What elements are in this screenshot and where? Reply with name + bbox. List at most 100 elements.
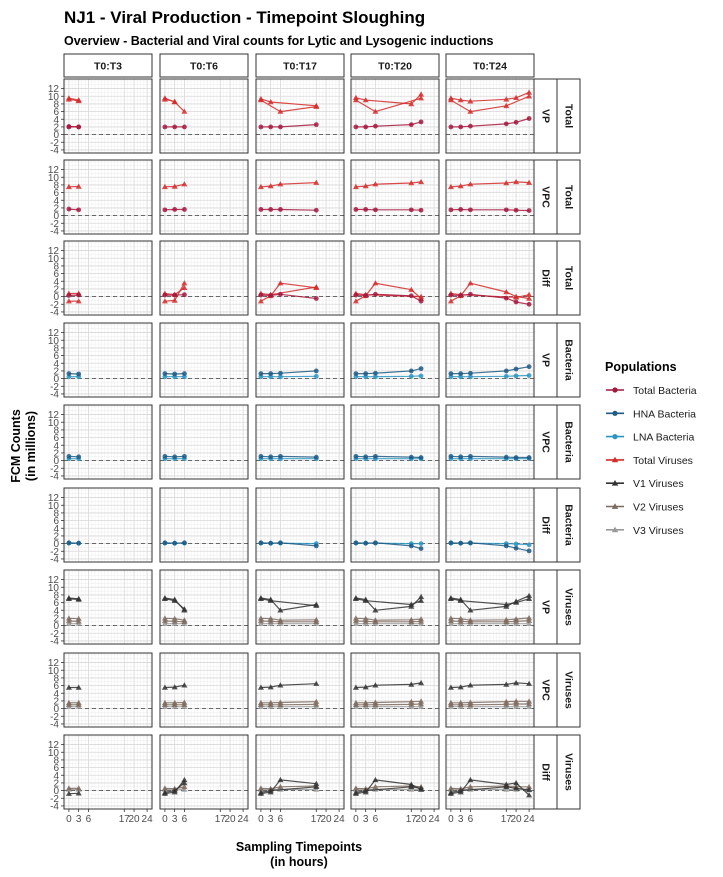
legend-key-triangle <box>611 503 619 509</box>
y-tick-label: 12 <box>48 575 60 586</box>
data-point-total-bacteria <box>373 207 378 213</box>
column-strip: T0:T3 <box>63 53 153 78</box>
data-point-v2-viruses <box>267 618 274 624</box>
data-point-hna-bacteria <box>313 454 319 460</box>
facet-panel <box>159 322 249 398</box>
data-point-v2-viruses <box>161 785 168 791</box>
data-point-hna-bacteria <box>76 540 82 546</box>
data-point-total-bacteria <box>278 124 283 130</box>
data-point-total-bacteria <box>458 124 464 130</box>
data-point-v3-viruses <box>352 620 359 626</box>
data-point-total-viruses <box>362 97 369 103</box>
y-tick-label: 0 <box>53 130 59 141</box>
row-strip-group-label: Total <box>563 185 575 209</box>
data-point-total-viruses <box>267 99 274 105</box>
data-point-v2-viruses <box>526 783 533 789</box>
row-strip-label: VP <box>540 353 552 367</box>
data-point-total-bacteria <box>468 123 473 129</box>
panel-border <box>63 240 153 316</box>
y-tick-label: 0 <box>53 292 59 303</box>
data-point-lna-bacteria <box>408 373 414 379</box>
data-point-v2-viruses <box>257 785 264 791</box>
data-point-total-bacteria <box>268 293 274 298</box>
data-point-hna-bacteria <box>172 371 178 377</box>
data-point-lna-bacteria <box>526 542 532 548</box>
column-strip: T0:T6 <box>159 53 249 78</box>
data-point-hna-bacteria <box>363 371 369 377</box>
legend-key-circle <box>612 410 618 416</box>
data-point-total-bacteria <box>182 207 187 212</box>
data-point-hna-bacteria <box>363 454 369 460</box>
y-tick-label: 12 <box>48 84 60 95</box>
data-point-v2-viruses <box>161 699 168 706</box>
data-point-v3-viruses <box>513 703 520 709</box>
data-point-v2-viruses <box>513 698 520 704</box>
row-strip-group-label: Total <box>563 266 575 290</box>
data-point-v1-viruses <box>526 786 533 793</box>
y-tick-label: -2 <box>50 464 59 475</box>
row-strip: VPC Bacteria <box>533 404 581 480</box>
y-tick-label: 10 <box>48 336 60 347</box>
data-point-total-viruses <box>408 180 415 186</box>
data-point-lna-bacteria <box>513 373 519 379</box>
y-tick-label: -4 <box>50 145 59 156</box>
data-point-v1-viruses <box>352 684 359 690</box>
data-point-v2-viruses <box>503 616 510 623</box>
y-tick-label: -2 <box>50 794 59 805</box>
data-point-v2-viruses <box>181 617 188 623</box>
y-tick-label: 6 <box>53 188 59 199</box>
data-point-total-bacteria <box>182 124 187 130</box>
data-point-v1-viruses <box>65 684 72 690</box>
data-point-total-viruses <box>447 97 454 103</box>
data-point-v2-viruses <box>171 615 178 621</box>
legend-key-circle <box>612 434 618 440</box>
data-point-lna-bacteria <box>513 541 519 547</box>
data-point-lna-bacteria <box>313 373 319 379</box>
panel-border <box>350 159 440 235</box>
panel-border <box>445 734 535 810</box>
row-strip-box-outer <box>556 569 581 645</box>
facet-panel <box>350 487 440 563</box>
facet-panel <box>255 487 345 563</box>
data-point-total-viruses <box>513 294 520 300</box>
data-point-v2-viruses <box>352 615 359 621</box>
data-point-v2-viruses <box>362 615 369 621</box>
data-point-hna-bacteria <box>468 540 473 546</box>
data-point-v1-viruses <box>171 684 178 690</box>
data-point-total-bacteria <box>172 124 178 130</box>
series-line-total-viruses <box>450 95 530 113</box>
data-point-total-bacteria <box>162 292 168 298</box>
data-point-lna-bacteria <box>418 373 424 379</box>
data-point-v2-viruses <box>513 616 520 622</box>
data-point-total-viruses <box>513 178 520 185</box>
y-tick-label: 4 <box>53 359 59 370</box>
data-point-v1-viruses <box>457 787 464 793</box>
x-tick-label: 24 <box>429 814 441 825</box>
x-tick-label: 24 <box>334 814 346 825</box>
y-tick-label: 10 <box>48 173 60 184</box>
data-point-v1-viruses <box>457 597 464 603</box>
data-point-v2-viruses <box>75 618 82 624</box>
panel-border <box>350 78 440 154</box>
data-point-v1-viruses <box>408 601 415 607</box>
y-tick-label: 2 <box>53 531 59 542</box>
data-point-total-viruses <box>467 280 474 286</box>
data-point-total-bacteria <box>363 207 369 212</box>
data-point-total-bacteria <box>172 292 178 298</box>
x-tick-label: 17 <box>406 814 418 825</box>
data-point-total-bacteria <box>408 207 414 213</box>
column-strip-box <box>445 53 535 78</box>
row-strip: VP Viruses <box>533 569 581 645</box>
data-point-hna-bacteria <box>526 548 532 554</box>
legend-key-triangle <box>611 480 619 486</box>
data-point-hna-bacteria <box>268 371 274 377</box>
legend: Total Bacteria HNA Bacteria LNA Bacteria To… <box>606 385 697 537</box>
x-tick-label: 20 <box>129 814 141 825</box>
facet-panel <box>445 569 535 645</box>
facet-panel <box>159 159 249 235</box>
data-point-hna-bacteria <box>258 453 264 459</box>
data-point-total-viruses <box>418 293 425 299</box>
data-point-v2-viruses <box>447 699 454 706</box>
